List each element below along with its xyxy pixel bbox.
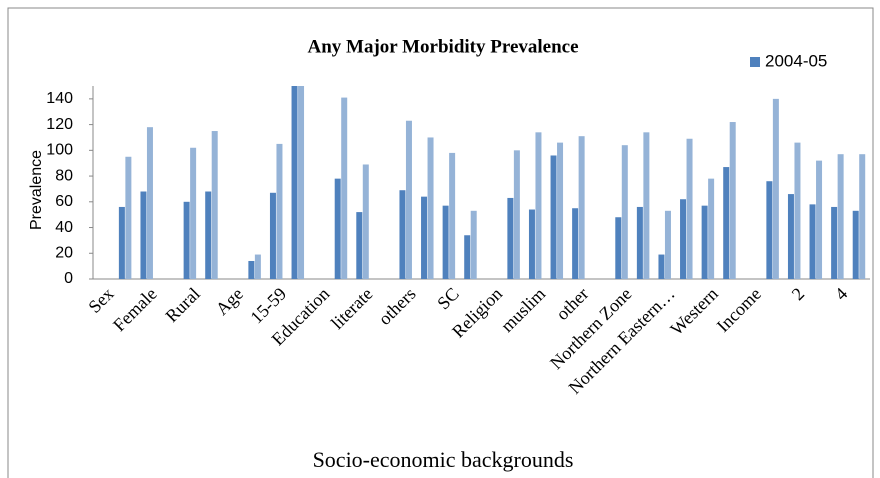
bar <box>356 212 363 279</box>
bar <box>470 210 477 279</box>
bar <box>464 235 471 279</box>
x-axis-title: Socio-economic backgrounds <box>313 447 574 472</box>
bar <box>837 154 844 279</box>
legend-swatch <box>750 57 760 67</box>
x-tick-label: Rural <box>161 284 203 326</box>
bar <box>708 178 715 279</box>
y-tick-label: 80 <box>55 167 73 184</box>
y-tick-label: 40 <box>55 219 73 236</box>
bar <box>449 152 456 279</box>
bar <box>550 155 557 279</box>
bar <box>254 254 261 279</box>
bar <box>852 210 859 279</box>
bar <box>507 197 514 279</box>
x-tick-label: 2 <box>788 284 809 305</box>
bar <box>334 178 341 279</box>
bar <box>723 167 730 279</box>
bar <box>636 206 643 279</box>
bar <box>766 181 773 279</box>
x-tick-label: others <box>374 284 419 329</box>
bar <box>787 194 794 279</box>
x-tick-label: Age <box>212 284 247 319</box>
bar <box>615 217 622 279</box>
bar <box>118 206 125 279</box>
bar <box>528 209 535 279</box>
bar <box>298 86 305 279</box>
bar <box>572 208 579 279</box>
chart-title: Any Major Morbidity Prevalence <box>307 36 578 57</box>
x-tick-label: SC <box>433 284 463 314</box>
bar <box>658 254 665 279</box>
bar <box>816 160 823 279</box>
bar <box>664 210 671 279</box>
bar <box>557 142 564 279</box>
bar <box>405 120 412 280</box>
x-tick-label: Income <box>713 284 765 336</box>
bar <box>276 143 283 279</box>
bar <box>621 145 628 279</box>
bar <box>269 192 276 279</box>
chart-border <box>7 7 874 478</box>
bar <box>341 97 348 279</box>
bar <box>140 191 147 279</box>
bar <box>772 98 779 279</box>
bar <box>362 164 369 279</box>
bar <box>146 127 153 279</box>
bar <box>535 132 542 279</box>
y-tick-label: 120 <box>46 116 73 133</box>
bar <box>686 138 693 279</box>
bar <box>421 196 428 279</box>
y-tick-label: 20 <box>55 244 73 261</box>
bar <box>211 131 218 279</box>
bar <box>205 191 212 279</box>
y-tick-label: 60 <box>55 193 73 210</box>
y-tick-label: 140 <box>46 90 73 107</box>
bar <box>427 137 434 279</box>
x-tick-label: literate <box>327 284 376 333</box>
bar <box>729 122 736 279</box>
bar <box>399 190 406 279</box>
legend-label: 2004-05 <box>765 51 827 70</box>
bar <box>701 205 708 279</box>
bar <box>190 147 197 279</box>
bar <box>859 154 866 279</box>
bar <box>680 199 687 279</box>
y-axis-title: Prevalence <box>28 150 45 230</box>
x-tick-label: Female <box>109 284 161 336</box>
bar <box>643 132 650 279</box>
bar <box>442 205 449 279</box>
bar <box>578 136 585 279</box>
bar <box>125 156 132 279</box>
bar <box>513 150 520 279</box>
bar <box>291 86 298 279</box>
bar <box>794 142 801 279</box>
x-tick-label: Sex <box>84 284 117 317</box>
bar <box>809 204 816 279</box>
bar <box>248 260 255 279</box>
y-tick-label: 100 <box>46 142 73 159</box>
y-tick-label: 0 <box>64 270 73 287</box>
bar <box>831 206 838 279</box>
bar <box>183 201 190 279</box>
x-tick-label: muslim <box>497 284 549 336</box>
x-tick-label: Western <box>666 284 722 340</box>
x-tick-label: 4 <box>831 284 852 305</box>
